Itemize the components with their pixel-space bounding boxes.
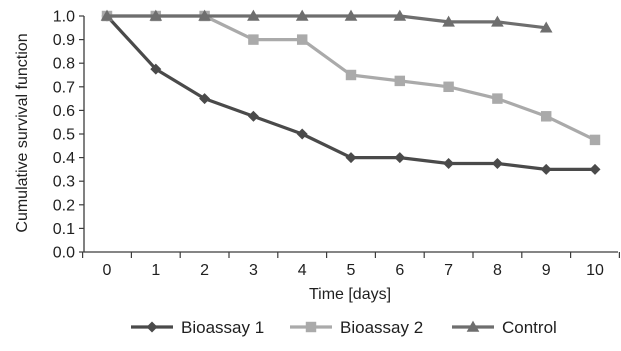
data-point	[442, 15, 455, 27]
y-tick-label: 0.4	[53, 150, 75, 167]
axes: 0.0 0.1 0.2 0.3 0.4 0.5 0.6 0.7 0.8 0.9 1.0 0 1 2 3 4 5 6…	[53, 9, 621, 279]
series-bioassay-1	[101, 10, 601, 175]
x-tick-label: 7	[444, 262, 453, 279]
data-point	[247, 9, 260, 21]
y-tick-label: 0.7	[53, 79, 75, 96]
data-point	[540, 111, 552, 122]
data-point	[443, 81, 454, 93]
x-tick-label: 8	[493, 262, 502, 279]
x-tick-label: 9	[542, 262, 551, 279]
data-point	[344, 9, 358, 21]
data-point	[199, 93, 211, 105]
data-point	[394, 152, 406, 164]
x-tick-label: 0	[103, 262, 112, 279]
x-tick-label: 4	[298, 262, 307, 279]
y-tick-label: 0.1	[53, 221, 75, 238]
legend: Bioassay 1 Bioassay 2 Control	[131, 318, 557, 337]
data-point	[296, 128, 308, 140]
x-axis-title: Time [days]	[309, 286, 391, 303]
y-tick-label: 1.0	[53, 9, 75, 26]
data-point	[540, 163, 552, 175]
data-point	[149, 9, 163, 21]
y-tick-label: 0.5	[53, 127, 75, 144]
legend-swatch-marker	[466, 320, 480, 332]
y-tick-label: 0.2	[53, 197, 75, 214]
x-tick-label: 6	[395, 262, 404, 279]
y-tick-label: 0.6	[53, 103, 75, 120]
series-line	[105, 14, 595, 171]
series-line	[107, 14, 547, 30]
data-point	[491, 15, 504, 27]
data-point	[539, 21, 553, 33]
data-point	[589, 163, 601, 175]
legend-label: Bioassay 1	[181, 318, 264, 337]
legend-item: Bioassay 2	[290, 318, 423, 337]
data-point	[295, 9, 309, 21]
data-point	[345, 69, 357, 81]
x-tick-label: 10	[586, 262, 604, 279]
data-point	[150, 63, 162, 75]
data-point	[198, 9, 211, 21]
data-point	[100, 9, 114, 21]
series-bioassay-2	[101, 10, 601, 146]
x-tick-label: 2	[200, 262, 209, 279]
x-tick-label: 5	[347, 262, 356, 279]
data-point	[394, 75, 406, 87]
y-tick-label: 0.0	[53, 245, 75, 262]
y-tick-label: 0.3	[53, 174, 75, 191]
data-point	[589, 134, 601, 146]
data-point	[296, 34, 308, 45]
legend-label: Bioassay 2	[340, 318, 423, 337]
legend-swatch-marker	[146, 321, 158, 333]
series-control	[100, 9, 553, 33]
data-point	[443, 158, 455, 169]
series-layer	[100, 9, 601, 175]
y-tick-label: 0.9	[53, 32, 75, 49]
data-point	[491, 158, 503, 169]
legend-item: Control	[452, 318, 557, 337]
legend-swatch-marker	[305, 321, 317, 333]
data-point	[248, 34, 259, 45]
x-tick-label: 1	[151, 262, 160, 279]
legend-item: Bioassay 1	[131, 318, 264, 337]
data-point	[393, 9, 407, 21]
legend-label: Control	[502, 318, 557, 337]
data-point	[492, 93, 503, 104]
data-point	[247, 110, 259, 122]
data-point	[345, 152, 357, 164]
y-axis-title: Cumulative survival function	[14, 33, 31, 232]
y-tick-label: 0.8	[53, 56, 75, 73]
x-tick-label: 3	[249, 262, 258, 279]
